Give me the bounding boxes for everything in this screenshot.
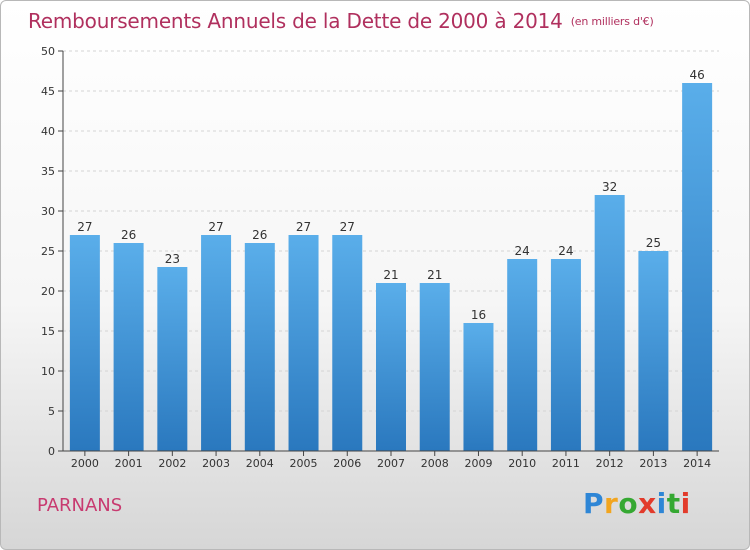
logo-letter: i [680, 487, 691, 520]
y-tick-label: 0 [48, 445, 55, 458]
data-label-2000: 27 [77, 220, 92, 234]
x-tick-label-2012: 2012 [596, 457, 624, 470]
x-tick-label-2014: 2014 [683, 457, 711, 470]
y-tick-label: 45 [41, 85, 55, 98]
data-label-2010: 24 [515, 244, 530, 258]
bar-2006 [332, 235, 363, 451]
bar-2004 [244, 243, 275, 451]
bar-2012 [594, 195, 625, 451]
x-tick-label-2011: 2011 [552, 457, 580, 470]
x-tick-label-2001: 2001 [115, 457, 143, 470]
x-tick-label-2005: 2005 [290, 457, 318, 470]
bar-2002 [157, 267, 188, 451]
logo-letter: t [666, 487, 681, 520]
x-tick-label-2000: 2000 [71, 457, 99, 470]
chart-title-text: Remboursements Annuels de la Dette de 20… [28, 9, 563, 33]
bar-2010 [507, 259, 538, 451]
x-tick-label-2006: 2006 [333, 457, 361, 470]
bar-2014 [682, 83, 713, 451]
x-tick-label-2004: 2004 [246, 457, 274, 470]
y-tick-label: 20 [41, 285, 55, 298]
x-tick-label-2007: 2007 [377, 457, 405, 470]
data-label-2005: 27 [296, 220, 311, 234]
proxiti-logo: Proxiti [583, 487, 691, 520]
y-tick-label: 5 [48, 405, 55, 418]
bar-2013 [638, 251, 669, 451]
data-label-2009: 16 [471, 308, 486, 322]
data-label-2012: 32 [602, 180, 617, 194]
data-label-2013: 25 [646, 236, 661, 250]
data-label-2003: 27 [208, 220, 223, 234]
x-tick-label-2010: 2010 [508, 457, 536, 470]
y-tick-label: 30 [41, 205, 55, 218]
chart-unit-note: (en milliers d'€) [570, 15, 654, 28]
y-tick-label: 35 [41, 165, 55, 178]
x-tick-label-2003: 2003 [202, 457, 230, 470]
logo-letter: x [638, 487, 657, 520]
data-label-2014: 46 [689, 68, 704, 82]
bar-2005 [288, 235, 319, 451]
bar-2009 [463, 323, 494, 451]
bar-2007 [376, 283, 406, 451]
x-tick-label-2013: 2013 [639, 457, 667, 470]
x-tick-label-2008: 2008 [421, 457, 449, 470]
y-tick-label: 40 [41, 125, 55, 138]
bar-2008 [419, 283, 450, 451]
bar-2000 [69, 235, 100, 451]
y-tick-label: 25 [41, 245, 55, 258]
x-tick-label-2009: 2009 [464, 457, 492, 470]
logo-letter: P [583, 487, 605, 520]
data-label-2006: 27 [340, 220, 355, 234]
logo-letter: o [618, 487, 639, 520]
data-label-2011: 24 [558, 244, 573, 258]
logo-letter: r [604, 487, 619, 520]
data-label-2002: 23 [165, 252, 180, 266]
data-label-2007: 21 [383, 268, 398, 282]
y-tick-label: 50 [41, 45, 55, 58]
bar-2001 [113, 243, 144, 451]
x-tick-label-2002: 2002 [158, 457, 186, 470]
bar-2011 [550, 259, 581, 451]
data-label-2008: 21 [427, 268, 442, 282]
chart-title: Remboursements Annuels de la Dette de 20… [28, 9, 654, 33]
bar-2003 [201, 235, 232, 451]
y-tick-label: 10 [41, 365, 55, 378]
logo-letter: i [656, 487, 667, 520]
data-label-2004: 26 [252, 228, 267, 242]
commune-name: PARNANS [37, 495, 123, 516]
data-label-2001: 26 [121, 228, 136, 242]
y-tick-label: 15 [41, 325, 55, 338]
